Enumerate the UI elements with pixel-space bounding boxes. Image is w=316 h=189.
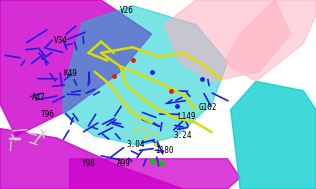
Text: T96: T96 [41, 110, 55, 119]
Text: V26: V26 [120, 6, 134, 15]
Polygon shape [164, 0, 291, 81]
Text: A47: A47 [32, 93, 46, 102]
Text: 3.24: 3.24 [174, 131, 192, 140]
Text: 3.04: 3.04 [126, 140, 145, 149]
Polygon shape [0, 129, 183, 189]
Text: Y98: Y98 [82, 159, 96, 168]
Text: I180: I180 [155, 146, 173, 155]
Text: L149: L149 [177, 112, 196, 121]
Text: V34: V34 [54, 36, 68, 46]
Polygon shape [70, 159, 240, 189]
Text: K49: K49 [63, 69, 77, 78]
Text: G102: G102 [199, 103, 218, 112]
Polygon shape [231, 81, 316, 189]
Polygon shape [0, 0, 152, 136]
Polygon shape [63, 6, 228, 146]
Text: A99: A99 [117, 159, 131, 168]
Polygon shape [224, 0, 316, 81]
